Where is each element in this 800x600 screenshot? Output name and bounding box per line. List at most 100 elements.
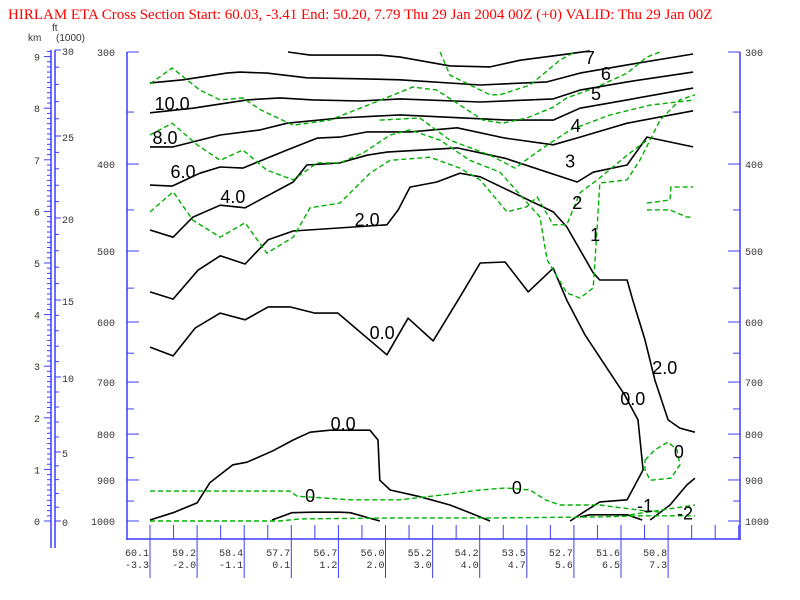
contour-label: 1 (590, 225, 600, 245)
contour-label: 10.0 (155, 94, 190, 114)
solid-contour-10.0 (149, 71, 694, 114)
pressure-tick-label-left: 800 (97, 431, 115, 442)
lat-tick-label: 60.1 (125, 549, 149, 560)
dashed-contour--1 (629, 504, 696, 516)
solid-contour-4.0 (149, 136, 694, 238)
km-tick-label: 6 (34, 208, 40, 219)
chart-title: HIRLAM ETA Cross Section Start: 60.03, -… (8, 7, 712, 23)
dashed-contour-0-upper (150, 487, 661, 513)
lat-tick-label: 56.7 (313, 549, 337, 560)
lat-tick-label: 51.6 (596, 549, 620, 560)
km-tick-label: 2 (34, 415, 40, 426)
solid-contours (149, 50, 696, 522)
contour-label: 4 (571, 116, 581, 136)
lon-tick-label: 7.3 (649, 561, 667, 572)
solid-contour-top (287, 50, 591, 68)
dashed-contours (149, 51, 696, 522)
lat-tick-label: 57.7 (266, 549, 290, 560)
solid-contour-0.0-low (149, 429, 491, 522)
ft-axis-label-top: ft (52, 23, 58, 34)
lon-tick-label: 4.7 (508, 561, 526, 572)
lat-tick-label: 58.4 (219, 549, 243, 560)
km-tick-label: 8 (34, 105, 40, 116)
km-tick-label: 1 (34, 466, 40, 477)
dashed-contour-1 (149, 94, 696, 299)
pressure-tick-label-right: 700 (745, 379, 763, 390)
contour-label: 0.0 (620, 389, 645, 409)
dashed-contour-2 (149, 139, 648, 255)
ft-axis-label: (1000) (56, 33, 85, 44)
ft-tick-label: 0 (62, 519, 68, 530)
lon-tick-label: -2.0 (172, 561, 196, 572)
lat-tick-label: 50.8 (643, 549, 667, 560)
contour-label: 0 (512, 478, 522, 498)
dashed-contour-box-b (646, 209, 694, 218)
pressure-tick-label-left: 700 (97, 379, 115, 390)
solid-contour-8.0 (150, 87, 694, 148)
contour-label: 3 (565, 151, 575, 171)
lon-tick-label: 0.1 (272, 561, 290, 572)
lon-tick-label: 1.2 (319, 561, 337, 572)
contour-label: 2.0 (355, 210, 380, 230)
pressure-tick-label-right: 1000 (745, 518, 769, 529)
ft-tick-label: 20 (62, 216, 74, 227)
ft-tick-label: 10 (62, 375, 74, 386)
pressure-tick-label-right: 600 (745, 319, 763, 330)
pressure-tick-label-left: 600 (97, 319, 115, 330)
pressure-tick-label-right: 500 (745, 248, 763, 259)
ft-tick-label: 25 (62, 134, 74, 145)
dashed-contour-top-v (439, 51, 576, 96)
pressure-tick-label-left: 900 (97, 477, 115, 488)
lon-tick-label: 3.0 (414, 561, 432, 572)
ft-tick-label: 15 (62, 298, 74, 309)
pressure-tick-label-left: 1000 (91, 518, 115, 529)
contour-label: 0.0 (331, 414, 356, 434)
contour-label: 6 (601, 64, 611, 84)
contour-label: 8.0 (153, 128, 178, 148)
lat-tick-label: 53.5 (502, 549, 526, 560)
km-axis-label: km (28, 33, 41, 44)
km-tick-label: 0 (34, 518, 40, 529)
pressure-tick-label-right: 900 (745, 477, 763, 488)
pressure-tick-label-left: 300 (97, 49, 115, 60)
lon-tick-label: -1.1 (219, 561, 243, 572)
pressure-tick-label-right: 300 (745, 49, 763, 60)
lat-tick-label: 52.7 (549, 549, 573, 560)
pressure-tick-label-right: 400 (745, 161, 763, 172)
dashed-contour-box-a (646, 186, 694, 204)
solid-contour-c2 (149, 53, 694, 86)
ft-tick-label: 30 (62, 48, 74, 59)
contour-label: 7 (585, 48, 595, 68)
lon-tick-label: 2.0 (366, 561, 384, 572)
dashed-contour-0-lower (150, 515, 695, 522)
contour-label: 4.0 (220, 187, 245, 207)
solid-contour-6.0 (149, 110, 694, 187)
contour-label: 6.0 (170, 162, 195, 182)
pressure-tick-label-right: 800 (745, 431, 763, 442)
km-tick-label: 5 (34, 260, 40, 271)
km-tick-label: 3 (34, 363, 40, 374)
contour-label: 0 (674, 442, 684, 462)
km-tick-label: 9 (34, 54, 40, 65)
km-tick-label: 7 (34, 157, 40, 168)
contour-label: 0.0 (370, 323, 395, 343)
solid-contour-2.0 (149, 172, 696, 433)
lon-tick-label: 4.0 (461, 561, 479, 572)
lat-tick-label: 56.0 (360, 549, 384, 560)
ft-tick-label: 5 (62, 450, 68, 461)
lat-tick-label: 54.2 (455, 549, 479, 560)
lon-tick-label: -3.3 (125, 561, 149, 572)
solid-contour-sfc-a (271, 511, 381, 522)
contour-label: 0 (305, 486, 315, 506)
contour-label: -2 (677, 504, 693, 524)
pressure-tick-label-left: 400 (97, 161, 115, 172)
contour-label: -1 (637, 496, 653, 516)
lat-tick-label: 59.2 (172, 549, 196, 560)
lat-tick-label: 55.2 (408, 549, 432, 560)
contour-label: 5 (591, 84, 601, 104)
solid-contour-0.0-mid (149, 261, 644, 522)
contour-label: 2.0 (652, 358, 677, 378)
solid-contour-sfc-c (649, 477, 696, 521)
